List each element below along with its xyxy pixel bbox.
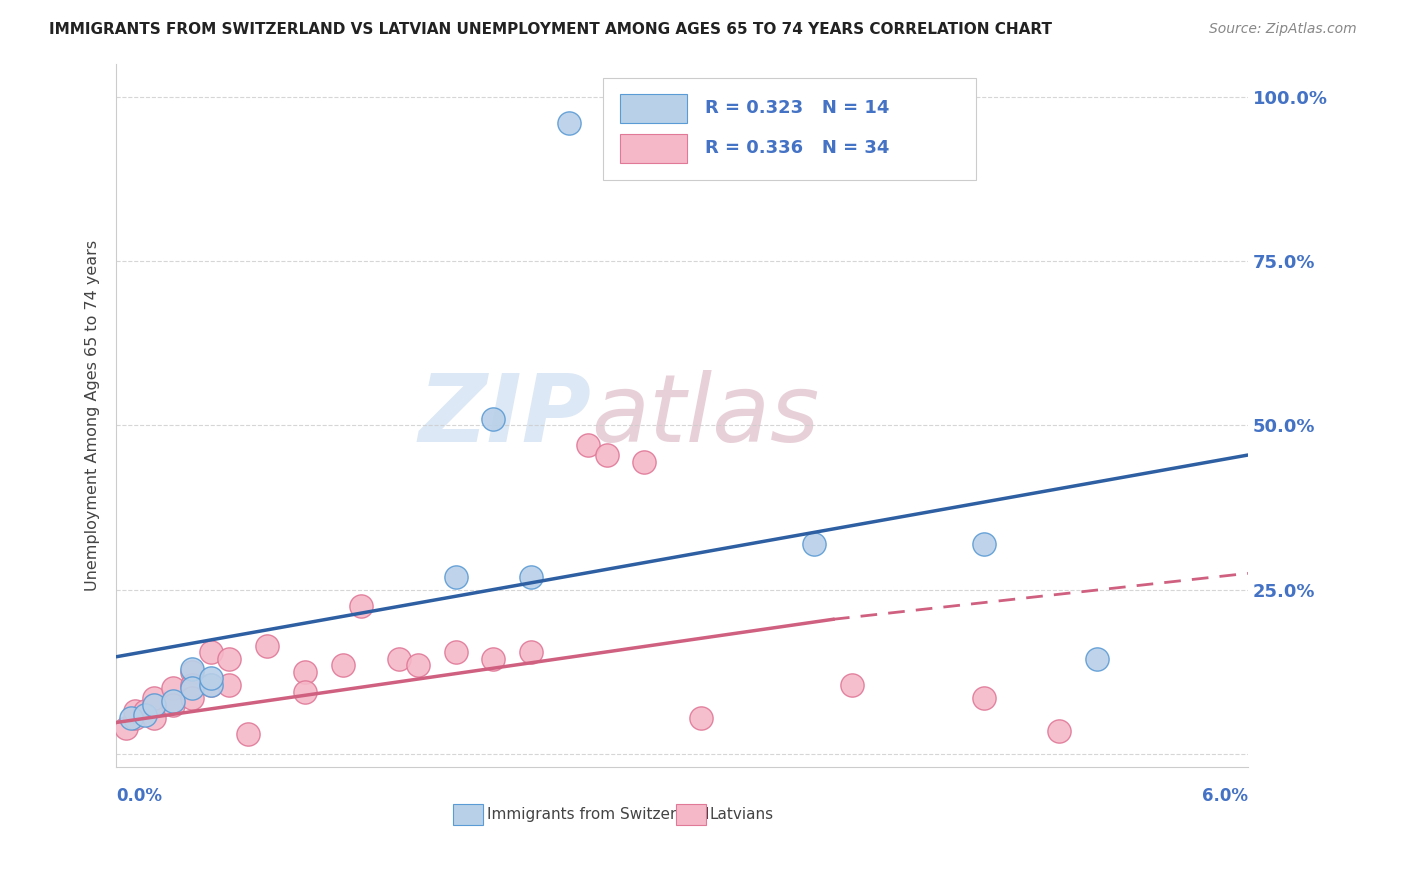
FancyBboxPatch shape (676, 805, 706, 825)
Point (1085, 651, 1108, 665)
Point (973, 691, 995, 706)
Point (143, 698, 166, 712)
Text: 6.0%: 6.0% (1202, 787, 1249, 805)
Point (294, 665, 316, 679)
Y-axis label: Unemployment Among Ages 65 to 74 years: Unemployment Among Ages 65 to 74 years (86, 240, 100, 591)
Point (143, 698, 166, 712)
Point (803, 537, 825, 551)
Point (841, 678, 863, 692)
Point (218, 678, 240, 692)
Point (143, 711, 166, 725)
Point (180, 665, 202, 679)
Text: Immigrants from Switzerland: Immigrants from Switzerland (488, 806, 710, 822)
Point (180, 681, 202, 696)
Point (558, 116, 581, 130)
Text: Source: ZipAtlas.com: Source: ZipAtlas.com (1209, 22, 1357, 37)
Text: Latvians: Latvians (709, 806, 773, 822)
Point (180, 678, 202, 692)
Point (973, 537, 995, 551)
Point (124, 711, 146, 725)
Text: R = 0.323   N = 14: R = 0.323 N = 14 (704, 99, 889, 118)
Point (200, 672, 222, 686)
Point (1047, 724, 1070, 739)
Point (520, 569, 543, 583)
FancyBboxPatch shape (454, 805, 482, 825)
Point (690, 711, 713, 725)
Point (200, 678, 222, 692)
Point (162, 694, 184, 708)
Text: R = 0.336   N = 34: R = 0.336 N = 34 (704, 139, 889, 157)
Point (332, 658, 354, 673)
Text: atlas: atlas (592, 370, 820, 461)
Point (134, 704, 156, 718)
Point (200, 678, 222, 692)
Point (238, 727, 260, 741)
Point (576, 438, 599, 452)
Point (406, 658, 429, 673)
Point (482, 412, 505, 426)
Point (256, 639, 278, 653)
FancyBboxPatch shape (620, 94, 686, 123)
FancyBboxPatch shape (603, 78, 976, 180)
Point (114, 721, 136, 735)
Point (633, 454, 655, 468)
Point (595, 448, 617, 462)
Point (388, 651, 411, 665)
FancyBboxPatch shape (620, 134, 686, 163)
Point (482, 651, 505, 665)
Point (294, 684, 316, 698)
Point (444, 645, 467, 659)
Point (218, 651, 240, 665)
Point (120, 711, 142, 725)
Text: ZIP: ZIP (419, 369, 592, 461)
Point (444, 569, 467, 583)
Point (124, 704, 146, 718)
Text: IMMIGRANTS FROM SWITZERLAND VS LATVIAN UNEMPLOYMENT AMONG AGES 65 TO 74 YEARS CO: IMMIGRANTS FROM SWITZERLAND VS LATVIAN U… (49, 22, 1052, 37)
Point (520, 645, 543, 659)
Point (350, 599, 373, 614)
Text: 0.0%: 0.0% (117, 787, 162, 805)
Point (162, 681, 184, 696)
Point (134, 707, 156, 722)
Point (143, 691, 166, 706)
Point (162, 698, 184, 712)
Point (200, 645, 222, 659)
Point (180, 662, 202, 676)
Point (180, 691, 202, 706)
